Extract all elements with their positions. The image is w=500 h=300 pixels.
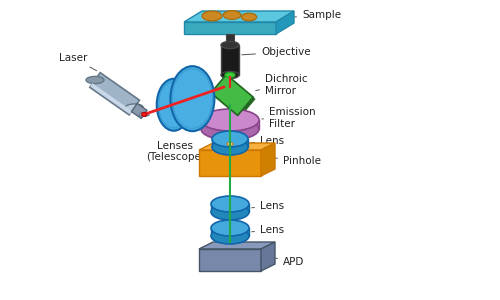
Polygon shape [199,150,261,176]
Bar [211,204,249,212]
Text: Sample: Sample [294,10,341,20]
Ellipse shape [201,109,259,131]
Ellipse shape [158,82,188,128]
Polygon shape [184,22,276,34]
Polygon shape [90,84,132,114]
Ellipse shape [221,41,239,49]
Ellipse shape [242,13,256,21]
Ellipse shape [172,69,212,128]
Ellipse shape [225,73,235,77]
Polygon shape [261,143,275,176]
Polygon shape [211,75,253,116]
Polygon shape [276,11,294,34]
Text: Pinhole: Pinhole [275,156,321,166]
Ellipse shape [142,112,146,116]
Bar [226,34,234,46]
Ellipse shape [202,11,222,21]
Ellipse shape [227,142,233,146]
Ellipse shape [211,220,249,236]
Polygon shape [199,242,275,249]
Bar [212,139,248,147]
Bar [221,45,239,75]
Polygon shape [213,76,255,117]
Ellipse shape [211,228,249,244]
Ellipse shape [221,71,239,79]
Polygon shape [199,143,275,150]
Text: Lens: Lens [251,136,284,146]
Ellipse shape [223,11,241,20]
Ellipse shape [139,112,149,116]
Bar [201,120,259,129]
Ellipse shape [211,204,249,220]
Ellipse shape [170,66,214,131]
Ellipse shape [156,79,190,131]
Ellipse shape [86,76,104,84]
Ellipse shape [211,196,249,212]
Ellipse shape [212,131,248,147]
Bar [211,228,249,236]
Text: Lens: Lens [252,201,284,211]
Text: Dichroic
Mirror: Dichroic Mirror [256,74,308,96]
Ellipse shape [126,104,144,111]
Text: Emission
Filter: Emission Filter [262,107,316,129]
Text: Lenses
(Telescope): Lenses (Telescope) [146,141,204,162]
Polygon shape [132,103,147,118]
Text: Lens: Lens [252,225,284,235]
Polygon shape [199,249,261,271]
Ellipse shape [212,139,248,155]
Ellipse shape [201,118,259,140]
Text: APD: APD [275,257,304,267]
Polygon shape [90,73,140,115]
Text: Objective: Objective [242,47,310,57]
Polygon shape [261,242,275,271]
Text: Laser: Laser [59,53,96,71]
Polygon shape [184,11,294,22]
